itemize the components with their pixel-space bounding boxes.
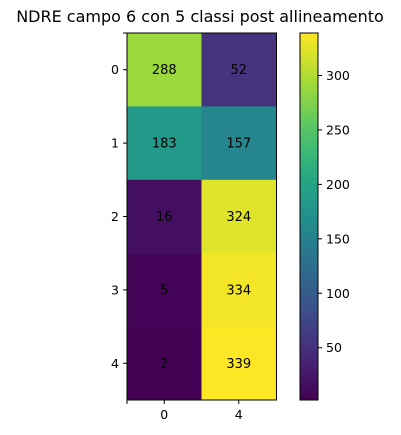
colorbar-tick-label: 200 xyxy=(326,177,350,192)
heatmap-cells: 288 52 183 157 16 324 5 334 2 339 xyxy=(127,33,277,401)
cell-value-label: 288 xyxy=(152,63,177,78)
cell-value-label: 157 xyxy=(226,137,251,152)
cell-value-label: 2 xyxy=(160,357,168,372)
heatmap-cell-r4-c0 xyxy=(127,326,202,401)
chart-title: NDRE campo 6 con 5 classi post allineame… xyxy=(16,7,384,26)
y-tick-label: 1 xyxy=(111,136,119,151)
colorbar-gradient xyxy=(299,32,319,401)
heatmap-axes: 0 1 2 3 4 0 4 xyxy=(111,32,277,422)
heatmap-cell-r3-c0 xyxy=(127,253,202,328)
colorbar-tick-label: 100 xyxy=(326,286,350,301)
colorbar-tick-label: 300 xyxy=(326,68,350,83)
colorbar-tick-label: 150 xyxy=(326,231,350,246)
y-tick-label: 2 xyxy=(111,209,119,224)
cell-value-label: 334 xyxy=(226,283,251,298)
y-tick-label: 3 xyxy=(111,282,119,297)
heatmap-cell-r2-c1 xyxy=(201,179,277,254)
colorbar-tick-label: 250 xyxy=(326,122,350,137)
cell-value-label: 339 xyxy=(226,357,251,372)
heatmap-cell-r0-c1 xyxy=(201,33,277,107)
cell-value-label: 52 xyxy=(230,63,247,78)
colorbar: 50 100 150 200 250 300 xyxy=(299,32,350,401)
cell-value-label: 183 xyxy=(152,137,177,152)
heatmap-cell-r2-c0 xyxy=(127,179,202,254)
x-tick-label: 4 xyxy=(235,407,243,422)
y-tick-label: 0 xyxy=(111,62,119,77)
cell-value-label: 324 xyxy=(226,210,251,225)
y-tick-label: 4 xyxy=(111,356,119,371)
cell-value-label: 5 xyxy=(160,283,168,298)
heatmap-cell-r4-c1 xyxy=(201,326,277,401)
cell-value-label: 16 xyxy=(156,210,173,225)
heatmap-cell-r1-c1 xyxy=(201,106,277,181)
x-tick-label: 0 xyxy=(160,407,168,422)
heatmap-cell-r1-c0 xyxy=(127,106,202,181)
heatmap-cell-r0-c0 xyxy=(127,33,202,107)
heatmap-cell-r3-c1 xyxy=(201,253,277,328)
colorbar-tick-label: 50 xyxy=(326,340,342,355)
